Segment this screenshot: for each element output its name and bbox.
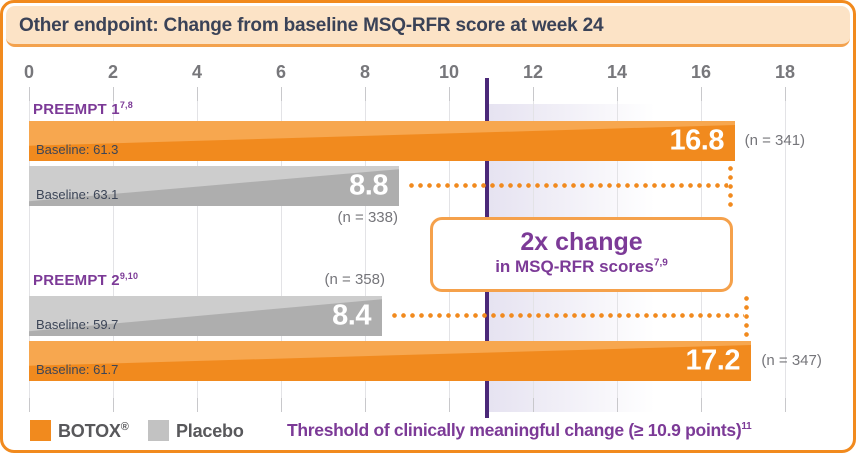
- 2x-change-callout: 2x change in MSQ-RFR scores7,9: [430, 217, 733, 292]
- group-label-text: PREEMPT 1: [33, 101, 120, 118]
- axis-tick-mark: [280, 87, 282, 101]
- axis-tick-label: 8: [359, 62, 370, 82]
- bar-preempt2-placebo: Baseline: 59.7 8.4: [29, 296, 382, 336]
- axis-tick-mark: [28, 87, 30, 101]
- group-label-superscript: 9,10: [119, 271, 139, 281]
- axis-tick-label: 6: [275, 62, 286, 82]
- bar-wedge: [29, 345, 751, 381]
- axis-tick-mark: [112, 87, 114, 101]
- axis-tick-mark: [280, 398, 282, 412]
- axis-tick-mark: [532, 398, 534, 412]
- axis-tick-mark: [532, 87, 534, 101]
- axis-tick-mark: [364, 398, 366, 412]
- bar-preempt1-placebo: Baseline: 63.1 8.8: [29, 166, 399, 206]
- callout-superscript: 7,9: [653, 257, 668, 269]
- baseline-label: Baseline: 59.7: [36, 317, 119, 332]
- gridline: [28, 100, 30, 398]
- axis-tick-mark: [196, 87, 198, 101]
- bar-preempt1-botox: Baseline: 61.3 16.8: [29, 121, 735, 161]
- callout-headline: 2x change: [520, 228, 643, 256]
- group-label-superscript: 7,8: [119, 100, 133, 110]
- axis-tick-label: 12: [522, 62, 544, 82]
- dotted-connector-preempt2: [389, 313, 745, 318]
- legend-botox-text: BOTOX: [58, 421, 121, 441]
- chart-title: Other endpoint: Change from baseline MSQ…: [19, 15, 604, 36]
- dotted-connector-preempt2-vertical: [744, 294, 750, 337]
- axis-tick-label: 4: [191, 62, 202, 82]
- group-label-preempt1: PREEMPT 17,8: [33, 100, 133, 118]
- axis-tick-mark: [784, 87, 786, 101]
- group-label-text: PREEMPT 2: [33, 272, 120, 289]
- n-preempt2-botox: (n = 347): [761, 352, 822, 369]
- legend-label-placebo: Placebo: [176, 421, 244, 441]
- threshold-legend-label: Threshold of clinically meaningful chang…: [287, 420, 752, 441]
- group-label-preempt2: PREEMPT 29,10: [33, 271, 138, 289]
- baseline-label: Baseline: 61.3: [36, 142, 119, 157]
- axis-tick-mark: [112, 398, 114, 412]
- bar-value-label: 17.2: [685, 344, 741, 377]
- axis-tick-label: 0: [23, 62, 34, 82]
- gridline: [196, 100, 198, 398]
- axis-tick-label: 10: [438, 62, 460, 82]
- legend-swatch-placebo: [148, 420, 169, 441]
- axis-tick-label: 14: [606, 62, 628, 82]
- axis-tick-mark: [28, 398, 30, 412]
- gridline: [112, 100, 114, 398]
- axis-tick-mark: [448, 398, 450, 412]
- gridline: [364, 100, 366, 398]
- threshold-superscript: 11: [741, 421, 752, 433]
- n-preempt1-botox: (n = 341): [744, 132, 806, 149]
- bar-value-label: 8.4: [332, 299, 371, 332]
- axis-tick-label: 18: [774, 62, 796, 82]
- axis-tick-mark: [448, 87, 450, 101]
- axis-tick-mark: [616, 398, 618, 412]
- n-preempt1-placebo: (n = 338): [337, 209, 398, 226]
- registered-trademark-symbol: ®: [120, 421, 129, 433]
- bar-value-label: 8.8: [349, 169, 388, 202]
- axis-tick-mark: [196, 398, 198, 412]
- baseline-label: Baseline: 61.7: [36, 362, 119, 377]
- callout-subline-text: in MSQ-RFR scores: [495, 256, 654, 276]
- axis-tick-mark: [700, 87, 702, 101]
- dotted-connector-preempt1: [406, 183, 728, 188]
- threshold-legend-text: Threshold of clinically meaningful chang…: [287, 420, 742, 440]
- baseline-label: Baseline: 63.1: [36, 187, 119, 202]
- gridline: [784, 100, 786, 398]
- axis-tick-mark: [784, 398, 786, 412]
- bar-wedge: [29, 125, 735, 161]
- axis-tick-mark: [364, 87, 366, 101]
- legend-swatch-botox: [30, 420, 51, 441]
- callout-subline: in MSQ-RFR scores7,9: [433, 257, 730, 277]
- axis-tick-mark: [700, 398, 702, 412]
- n-preempt2-placebo: (n = 358): [324, 271, 385, 288]
- bar-preempt2-botox: Baseline: 61.7 17.2: [29, 341, 751, 381]
- axis-tick-label: 2: [107, 62, 118, 82]
- bar-value-label: 16.8: [669, 124, 725, 157]
- gridline: [280, 100, 282, 398]
- dotted-connector-preempt1-vertical: [727, 164, 733, 210]
- chart-title-bar: Other endpoint: Change from baseline MSQ…: [6, 6, 850, 47]
- axis-tick-label: 16: [690, 62, 712, 82]
- axis-tick-mark: [616, 87, 618, 101]
- legend-label-botox: BOTOX®: [58, 421, 129, 442]
